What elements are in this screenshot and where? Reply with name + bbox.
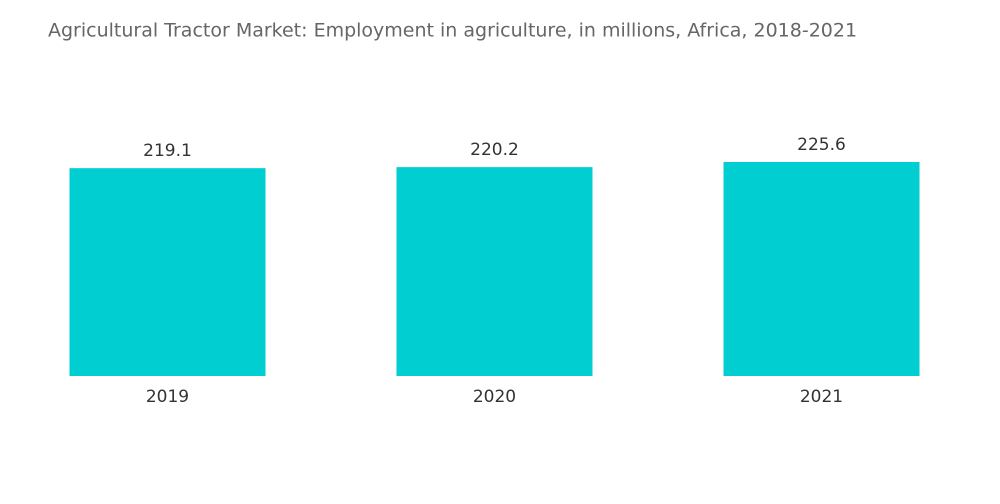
data-label: 225.6 bbox=[797, 135, 846, 155]
data-label: 219.1 bbox=[143, 141, 192, 161]
data-label: 220.2 bbox=[470, 140, 519, 160]
x-tick-label: 2019 bbox=[146, 387, 189, 407]
x-tick-label: 2021 bbox=[800, 387, 843, 407]
x-tick-label: 2020 bbox=[473, 387, 516, 407]
bar bbox=[396, 167, 593, 376]
bar bbox=[723, 162, 920, 376]
chart-title: Agricultural Tractor Market: Employment … bbox=[48, 20, 857, 42]
bar bbox=[69, 168, 266, 376]
